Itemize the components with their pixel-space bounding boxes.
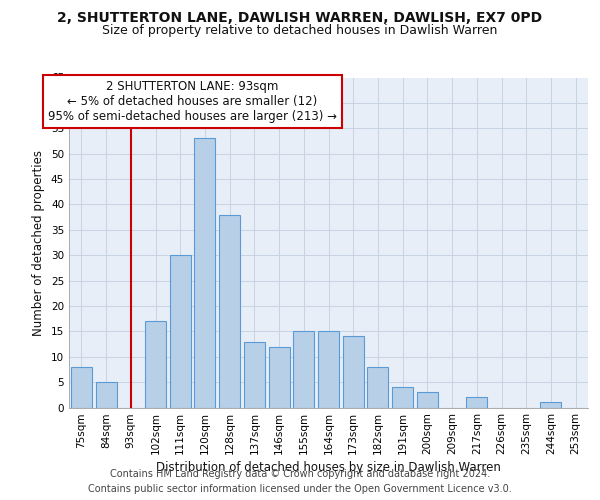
X-axis label: Distribution of detached houses by size in Dawlish Warren: Distribution of detached houses by size … [156, 462, 501, 474]
Bar [417, 392, 438, 407]
Bar [318, 332, 339, 407]
Bar [269, 346, 290, 408]
Text: 2, SHUTTERTON LANE, DAWLISH WARREN, DAWLISH, EX7 0PD: 2, SHUTTERTON LANE, DAWLISH WARREN, DAWL… [58, 11, 542, 25]
Bar [343, 336, 364, 407]
Bar [71, 367, 92, 408]
Bar [170, 255, 191, 408]
Bar [244, 342, 265, 407]
Bar [219, 214, 240, 408]
Bar [392, 387, 413, 407]
Bar [145, 321, 166, 408]
Text: Size of property relative to detached houses in Dawlish Warren: Size of property relative to detached ho… [103, 24, 497, 37]
Bar [367, 367, 388, 408]
Bar [194, 138, 215, 407]
Y-axis label: Number of detached properties: Number of detached properties [32, 150, 46, 336]
Text: 2 SHUTTERTON LANE: 93sqm
← 5% of detached houses are smaller (12)
95% of semi-de: 2 SHUTTERTON LANE: 93sqm ← 5% of detache… [48, 80, 337, 123]
Bar [95, 382, 116, 407]
Bar [466, 398, 487, 407]
Bar [541, 402, 562, 407]
Bar [293, 332, 314, 407]
Text: Contains HM Land Registry data © Crown copyright and database right 2024.
Contai: Contains HM Land Registry data © Crown c… [88, 469, 512, 494]
